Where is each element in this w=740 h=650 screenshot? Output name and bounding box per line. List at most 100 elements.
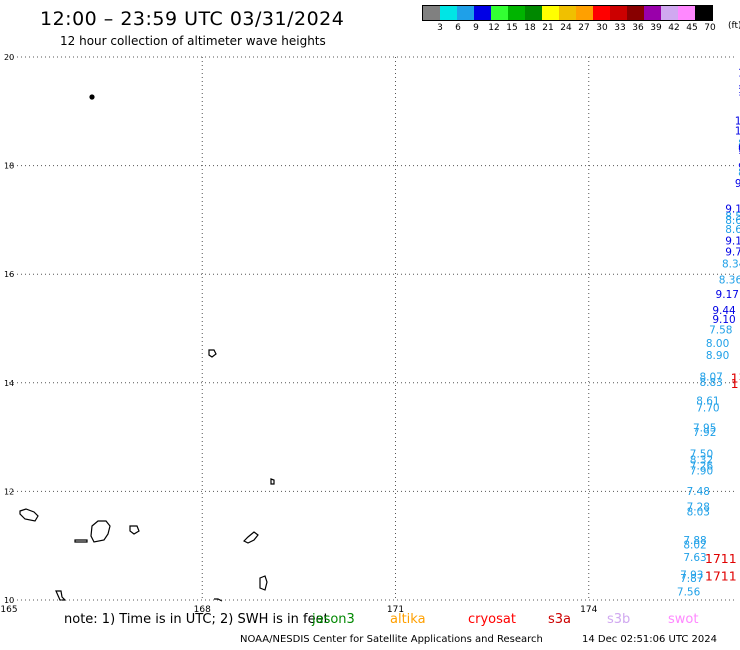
colorbar-tick-label: 15	[506, 23, 518, 33]
colorbar-swatch	[491, 6, 508, 20]
wave-height-value: 8.83	[699, 377, 722, 389]
wave-height-value: 9.38	[735, 178, 740, 190]
wave-height-value: 7.26	[690, 461, 714, 473]
colorbar-swatch	[440, 6, 457, 20]
colorbar-swatch	[457, 6, 474, 20]
wave-height-value: 8.36	[719, 274, 740, 286]
wave-height-value: 9.17	[716, 289, 739, 301]
wave-height-value: 8.54	[738, 167, 740, 179]
wave-height-value: 9.75	[738, 145, 740, 157]
wave-height-value: 7.90	[690, 466, 713, 478]
colorbar-swatch	[423, 6, 440, 20]
colorbar-tick-label: 70	[704, 23, 716, 33]
lat-tick-label: 18	[4, 162, 14, 171]
lat-tick-label: 12	[4, 487, 14, 496]
pass-time-label: 1710	[731, 376, 740, 391]
wave-height-value: 9.79	[725, 247, 740, 259]
colorbar-swatch	[508, 6, 525, 20]
lon-tick-label: 165	[0, 605, 17, 615]
wave-height-value: 8.64	[725, 224, 740, 236]
lat-tick-label: 20	[4, 53, 14, 62]
wave-height-value: 11.17	[735, 126, 740, 138]
colorbar-tick-label: 24	[560, 23, 572, 33]
wave-height-value: 9.10	[712, 314, 735, 326]
colorbar-tick-label: 36	[632, 23, 644, 33]
colorbar-tick-label: 21	[542, 23, 554, 33]
colorbar-tick-label: 3	[437, 23, 443, 33]
wave-height-value: 9.11	[725, 203, 740, 215]
island-outline	[19, 508, 39, 522]
wave-height-value: 10.52	[738, 68, 740, 80]
island-outline	[129, 525, 140, 535]
colorbar-swatch	[678, 6, 695, 20]
wave-height-value: 8.32	[690, 455, 713, 467]
wave-height-value: 8.87	[738, 138, 740, 150]
wave-height-value: 8.55	[725, 211, 740, 223]
colorbar-swatch	[474, 6, 491, 20]
island-outline	[259, 575, 268, 591]
colorbar-tick-label: 33	[614, 23, 626, 33]
legend-item-jason3: jason3	[312, 612, 355, 627]
colorbar-tick-label: 12	[488, 23, 500, 33]
colorbar-tick-label: 18	[524, 23, 536, 33]
graticule	[9, 56, 735, 601]
colorbar-swatch	[627, 6, 644, 20]
wave-height-value: 7.92	[693, 427, 716, 439]
colorbar-tick-label: 6	[455, 23, 461, 33]
island-outline	[90, 520, 111, 543]
wave-height-observations: 10.5210.8410.9410.9211.178.879.799.759.7…	[677, 68, 740, 599]
wave-height-value: 7.70	[696, 403, 719, 415]
legend-item-s3b: s3b	[607, 612, 631, 627]
wave-height-value: 10.92	[735, 115, 740, 127]
lon-tick-label: 171	[387, 605, 404, 615]
lat-tick-label: 14	[4, 379, 14, 388]
colorbar-swatch	[644, 6, 661, 20]
colorbar-tick-label: 30	[596, 23, 608, 33]
wave-height-value: 9.79	[738, 143, 740, 155]
generated-timestamp: 14 Dec 02:51:06 UTC 2024	[582, 634, 717, 645]
colorbar-tick-label: 45	[686, 23, 698, 33]
legend-item-cryosat: cryosat	[468, 612, 516, 627]
colorbar-swatch	[593, 6, 610, 20]
coastlines	[19, 94, 275, 602]
legend-item-s3a: s3a	[548, 612, 572, 627]
lon-tick-label: 174	[580, 605, 597, 615]
colorbar-tick-label: 42	[668, 23, 680, 33]
pass-time-label: 1711	[705, 568, 737, 583]
wave-height-value: 9.14	[725, 235, 740, 247]
wave-height-value: 7.28	[687, 501, 710, 513]
axis-tick-labels: 165168171174177201816141210	[0, 53, 597, 615]
lat-tick-label: 16	[4, 270, 14, 279]
island-outline	[208, 349, 217, 358]
wave-height-value: 7.93	[680, 569, 703, 581]
island-outline	[270, 478, 275, 485]
colorbar-swatch	[610, 6, 627, 20]
lat-tick-label: 10	[4, 596, 14, 605]
island-outline	[89, 94, 95, 100]
colorbar-tick-labels: 3 6 9 12 15 18 21 24 27 30 33 36 39 42 45 70	[422, 21, 716, 35]
legend-item-swot: swot	[668, 612, 699, 627]
wave-height-value: 7.88	[683, 535, 706, 547]
wave-height-value: 8.07	[699, 372, 722, 384]
colorbar-tick-label: 39	[650, 23, 662, 33]
wave-height-value: 9.78	[738, 161, 740, 173]
pass-time-label: 1710	[731, 371, 740, 386]
wave-height-value: 7.63	[683, 552, 706, 564]
wave-height-value: 8.34	[722, 259, 740, 271]
wave-height-value: 7.48	[687, 486, 710, 498]
island-outline	[242, 531, 259, 544]
colorbar-swatch	[576, 6, 593, 20]
island-outline	[74, 539, 88, 543]
colorbar-tick-label: 9	[473, 23, 479, 33]
pass-time-labels: 170817081709170917091710171017111711	[705, 371, 740, 584]
footnote: note: 1) Time is in UTC; 2) SWH is in fe…	[64, 612, 329, 627]
pass-time-label: 1711	[705, 551, 737, 566]
wave-height-value: 8.61	[696, 396, 719, 408]
wave-height-value: 7.95	[693, 423, 716, 435]
wave-height-value: 9.44	[712, 305, 736, 317]
wave-height-value: 7.56	[677, 587, 701, 599]
island-outline	[214, 598, 223, 602]
wave-height-value: 7.87	[680, 573, 703, 585]
colorbar-swatches	[422, 5, 713, 21]
